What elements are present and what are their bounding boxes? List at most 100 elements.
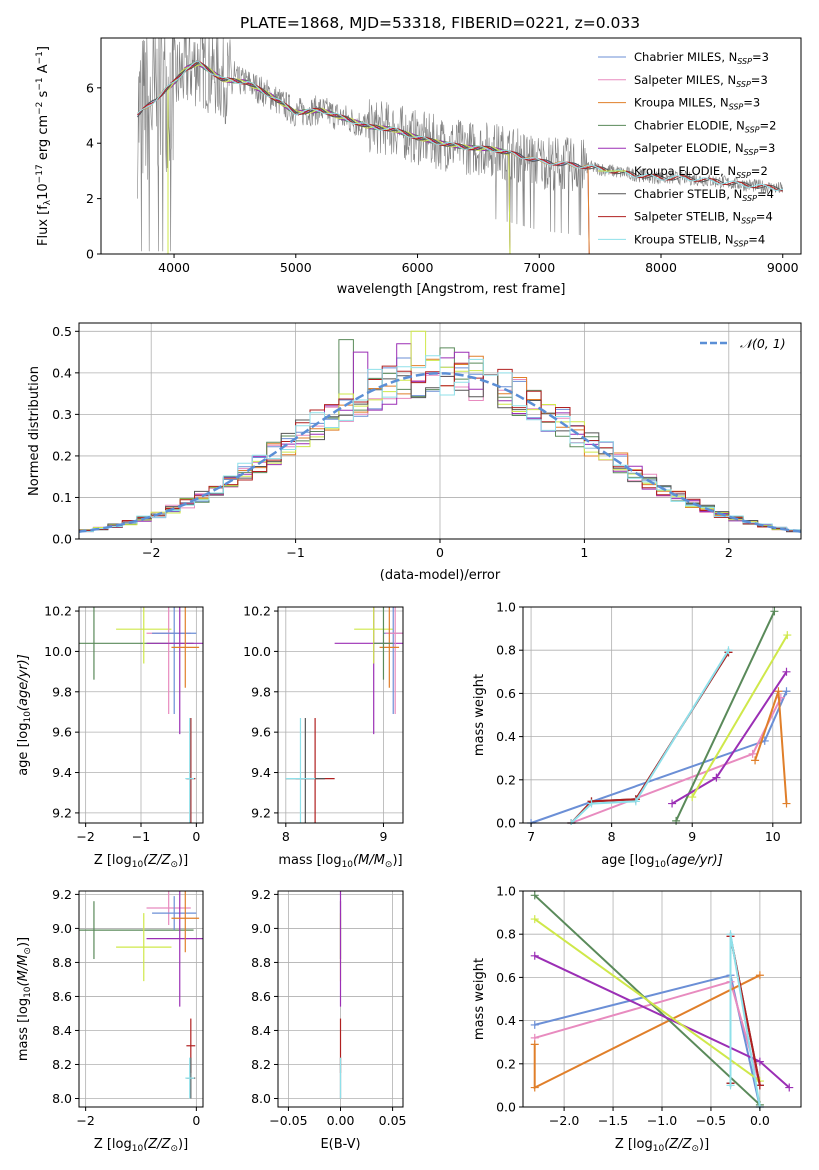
weight_vs_Z-ytick-label: 0.6	[496, 970, 516, 985]
mass_vs_Z-xlabel: Z [log10(Z/Z⊙)]	[94, 1137, 188, 1154]
mass_vs_ebv-ytick-label: 8.4	[251, 1023, 271, 1038]
weight-series-line	[675, 610, 776, 822]
age_vs_mass-ytick-label: 9.2	[251, 805, 271, 820]
legend-n: , N	[720, 73, 736, 87]
weight_vs_age-xtick-label: 10	[765, 829, 781, 844]
mass_vs_ebv-ytick-label: 9.2	[251, 887, 271, 902]
age_vs_Z-ytick-label: 10.0	[44, 644, 72, 659]
ylabel-part: erg cm	[36, 115, 51, 164]
xlabel-part: age [log	[601, 853, 654, 868]
legend-n: , N	[726, 187, 742, 201]
weight_vs_Z-plot-area	[530, 891, 794, 1109]
weight-marker	[726, 1081, 735, 1090]
legend-sub: SSP	[744, 148, 759, 157]
age_vs_Z-ytick-label: 9.8	[52, 684, 72, 699]
legend-sub: SSP	[729, 103, 744, 112]
age_vs_Z-xlabel: Z [log10(Z/Z⊙)]	[94, 853, 188, 870]
weight_vs_Z-ytick-label: 0.0	[496, 1100, 516, 1115]
legend-sub: SSP	[737, 57, 752, 66]
weight-marker	[770, 607, 779, 616]
weight-marker	[530, 951, 539, 960]
weight_vs_age-frame	[522, 606, 802, 824]
spectrum-xtick-label: 7000	[523, 260, 555, 275]
xlabel-part: (age/yr)]	[666, 853, 723, 868]
legend-entry: Kroupa MILES, NSSP=3	[634, 96, 760, 112]
age_vs_Z-xtick-label: −1	[132, 829, 150, 844]
residuals-plot-area	[79, 330, 801, 534]
age_vs_mass-xtick-label: 8	[282, 829, 290, 844]
weight_vs_age-xtick-label: 8	[608, 829, 616, 844]
mass_vs_Z-ytick-label: 8.8	[52, 955, 72, 970]
ylabel-part: age [log	[16, 723, 31, 776]
weight-marker	[688, 793, 697, 802]
ylabel-part: (M/M	[16, 955, 31, 987]
weight-marker	[782, 687, 791, 696]
weight-series-line	[534, 918, 761, 1082]
age_vs_Z-ytick-label: 9.2	[52, 805, 72, 820]
spectrum-model-line	[167, 64, 511, 254]
legend-entry: Salpeter MILES, NSSP=3	[634, 73, 768, 89]
weight_vs_age-xlabel: age [log10(age/yr)]	[601, 853, 723, 870]
weight_vs_Z-xtick-label: −1.0	[647, 1113, 677, 1128]
weight-marker	[530, 1083, 539, 1092]
legend-eq: =	[743, 96, 753, 110]
age_vs_Z-ytick-label: 10.2	[44, 604, 72, 619]
mass_vs_Z-panel: −2 08.08.28.48.68.89.09.2Z [log10(Z/Z⊙)]m…	[16, 887, 204, 1154]
residuals-xlabel: (data-model)/error	[380, 568, 501, 583]
legend-eq: =	[751, 73, 761, 87]
xlabel-part: Z [log	[94, 1137, 132, 1152]
mass_vs_ebv-xtick-label: −0.05	[269, 1113, 307, 1128]
weight-marker	[774, 687, 783, 696]
xlabel-part: E(B-V)	[320, 1137, 360, 1152]
xlabel-part: )]	[699, 1137, 709, 1152]
xlabel-part: (Z/Z	[664, 1137, 692, 1152]
xlabel-sub: 10	[132, 860, 144, 870]
age_vs_Z-ylabel: age [log10(age/yr)]	[16, 654, 33, 776]
residuals-panel: −2 −1 0 1 2 0.0 0.1 0.2 0.3 0.4 0.5 (data-model)/er…	[27, 322, 802, 583]
weight-marker	[631, 797, 640, 806]
spectrum-ytick-label: 4	[86, 136, 94, 151]
xlabel-part: (Z/Z	[143, 1137, 171, 1152]
spectrum-data-line	[137, 38, 783, 252]
mass_vs_Z-ytick-label: 8.4	[52, 1023, 72, 1038]
ylabel-sup: −17	[35, 164, 45, 183]
legend-name: Kroupa MILES	[634, 96, 713, 110]
weight_vs_Z-xtick-label: 0.0	[750, 1113, 770, 1128]
legend-entry: 𝒩(0, 1)	[740, 336, 786, 351]
spectrum-ytick-label: 0	[86, 247, 94, 262]
residuals-xtick-label: −2	[142, 545, 160, 560]
residuals-ytick-label: 0.0	[52, 532, 72, 547]
age_vs_mass-ytick-label: 10.2	[243, 604, 271, 619]
spectrum-xtick-label: 4000	[158, 260, 190, 275]
weight_vs_age-ytick-label: 0.8	[496, 643, 516, 658]
legend-entry: Salpeter ELODIE, NSSP=3	[634, 141, 775, 157]
age_vs_mass-plot-area	[285, 607, 403, 823]
mass_vs_ebv-panel: −0.05 0.00 0.05 8.0 8.2 8.4 8.6 8.8 9.0 9.2 E(B-V)	[251, 887, 406, 1152]
residuals-ytick-label: 0.5	[52, 324, 72, 339]
spectrum-ytick-label: 2	[86, 191, 94, 206]
weight_vs_Z-xlabel: Z [log10(Z/Z⊙)]	[615, 1137, 709, 1154]
age_vs_mass-panel: 8 9 9.2 9.4 9.6 9.8 10.0 10.2 mass [log10(M/M⊙)]	[243, 604, 404, 870]
xlabel-sub: 10	[132, 1144, 144, 1154]
mass_vs_ebv-ytick-label: 8.6	[251, 989, 271, 1004]
xlabel-sub: ⊙	[691, 1144, 699, 1154]
weight-marker	[785, 1083, 794, 1092]
age_vs_Z-xtick-label: 0	[192, 829, 200, 844]
weight_vs_age-ytick-label: 0.6	[496, 686, 516, 701]
age_vs_Z-xtick-label: −2	[76, 829, 94, 844]
weight_vs_age-xtick-label: 9	[688, 829, 696, 844]
legend-n: , N	[718, 232, 734, 246]
mass_vs_Z-ytick-label: 8.0	[52, 1091, 72, 1106]
weight-marker	[751, 756, 760, 765]
weight-marker	[587, 799, 596, 808]
weight_vs_age-ytick-label: 0.2	[496, 772, 516, 787]
mass_vs_ebv-xlabel: E(B-V)	[320, 1137, 360, 1152]
xlabel-part: )]	[392, 853, 402, 868]
xlabel-part: )]	[178, 1137, 188, 1152]
residuals-ytick-label: 0.2	[52, 448, 72, 463]
